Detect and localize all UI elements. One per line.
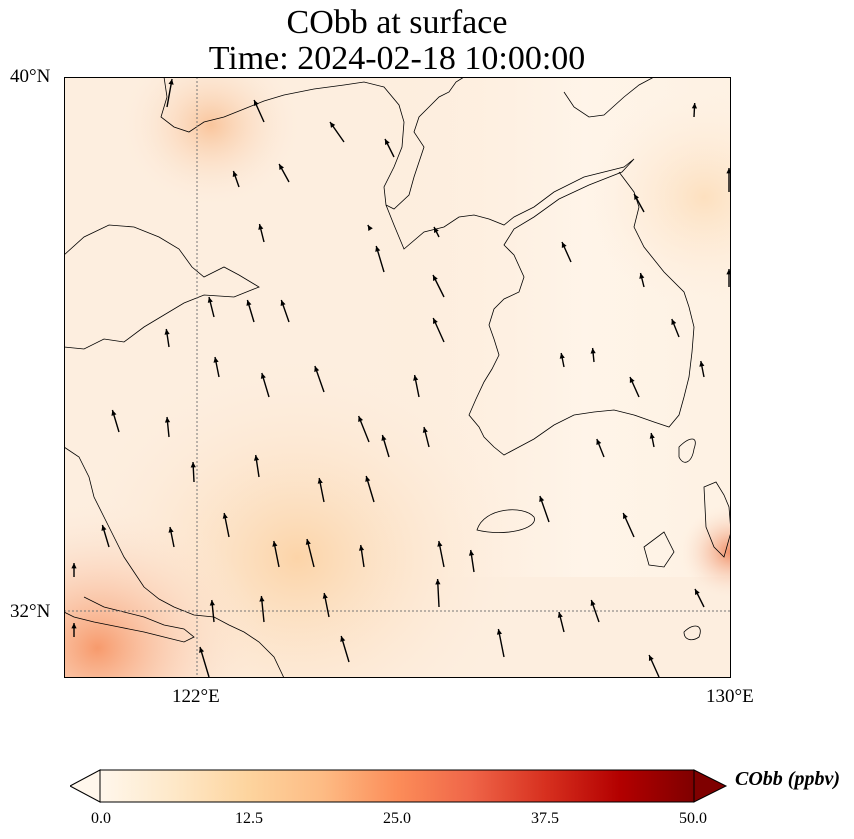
wind-arrow-head [279, 164, 284, 170]
wind-arrow-head [559, 353, 565, 359]
wind-arrow-head [213, 357, 219, 363]
wind-arrow-head [433, 318, 438, 324]
colorbar-label: CObb (ppbv) [735, 768, 840, 790]
colorbar-tick-0: 0.0 [91, 810, 111, 827]
wind-arrow-head [561, 242, 567, 248]
wind-arrow-head [260, 373, 266, 379]
coastlines [64, 77, 731, 678]
wind-arrow-head [413, 375, 419, 381]
wind-arrow-head [434, 227, 439, 233]
wind-arrow-head [314, 366, 320, 372]
wind-arrow-head [649, 433, 655, 439]
wind-arrow-head [246, 300, 252, 306]
colorbar-tick-4: 50.0 [679, 810, 707, 827]
graticule [64, 77, 731, 678]
wind-arrow-head [648, 655, 654, 661]
wind-arrow-head [726, 269, 731, 275]
wind-arrow-head [634, 194, 639, 200]
wind-arrow-head [496, 629, 503, 635]
map-panel [64, 77, 731, 678]
lon-tick-label-122: 122°E [172, 686, 220, 707]
colorbar-tick-3: 37.5 [531, 810, 559, 827]
wind-arrow-head [280, 300, 286, 306]
wind-arrow-head [726, 168, 731, 174]
wind-arrow-head [699, 361, 705, 367]
wind-arrow-head [435, 579, 441, 585]
wind-arrow-head [222, 513, 228, 519]
wind-arrow-head [671, 319, 677, 325]
wind-arrow-head [101, 525, 107, 531]
colorbar-gradient [99, 769, 695, 803]
wind-arrow-head [168, 79, 174, 85]
wind-arrow-head [209, 600, 215, 606]
map-frame [64, 77, 731, 678]
wind-arrow-head [322, 593, 328, 599]
wind-arrow-head [385, 139, 390, 145]
wind-arrow-head [539, 496, 545, 502]
wind-arrow-head [365, 476, 371, 482]
wind-arrow-head [340, 636, 346, 642]
colorbar-tick-2: 25.0 [383, 810, 411, 827]
wind-arrow-head [381, 435, 387, 441]
moderate-concentration-region-northeast [64, 77, 731, 678]
wind-arrow-head [207, 297, 213, 303]
wind-arrow-head [691, 103, 698, 109]
wind-arrow-head [639, 273, 645, 279]
wind-vectors [71, 78, 731, 678]
wind-arrow-head [253, 455, 260, 461]
wind-arrow-head [199, 647, 205, 653]
wind-arrow-head [623, 513, 628, 519]
lat-tick-label-40: 40°N [10, 66, 51, 87]
wind-arrow-head [190, 462, 196, 468]
wind-arrow-head [164, 329, 170, 335]
wind-arrow-head [317, 478, 323, 484]
wind-arrow-head [71, 623, 77, 629]
colorbar [70, 769, 728, 803]
wind-arrow-head [437, 541, 443, 547]
wind-arrow-head [164, 417, 171, 423]
wind-arrow-head [111, 410, 117, 416]
wind-arrow-head [305, 539, 311, 545]
wind-arrow-head [557, 612, 563, 618]
chart-title-line2: Time: 2024-02-18 10:00:00 [208, 40, 586, 77]
wind-arrow-head [253, 100, 259, 106]
colorbar-min-extend [70, 769, 101, 803]
colorbar-max-extend [693, 769, 728, 803]
wind-arrow-head [358, 545, 365, 551]
wind-arrow-head [590, 348, 596, 354]
wind-arrow-head [367, 225, 373, 231]
wind-arrow-head [629, 377, 635, 383]
lat-tick-label-32: 32°N [10, 601, 51, 622]
wind-arrow-head [330, 122, 336, 128]
wind-arrow-head [590, 600, 596, 606]
wind-arrow-head [596, 439, 602, 445]
lon-tick-label-130: 130°E [706, 686, 754, 707]
wind-arrow-head [375, 246, 381, 252]
wind-arrow-head [258, 224, 264, 230]
chart-title-line1: CObb at surface [286, 4, 508, 41]
wind-arrow-head [71, 563, 77, 569]
wind-arrow-head [422, 427, 428, 433]
wind-arrow-head [259, 596, 265, 602]
wind-arrow-head [168, 527, 174, 533]
wind-arrow-head [232, 171, 238, 177]
colorbar-tick-1: 12.5 [235, 810, 263, 827]
wind-arrow-head [468, 550, 475, 556]
wind-arrow-head [358, 416, 364, 422]
wind-arrow-head [433, 275, 438, 281]
wind-arrow-head [272, 541, 278, 547]
wind-arrow-head [695, 589, 700, 595]
